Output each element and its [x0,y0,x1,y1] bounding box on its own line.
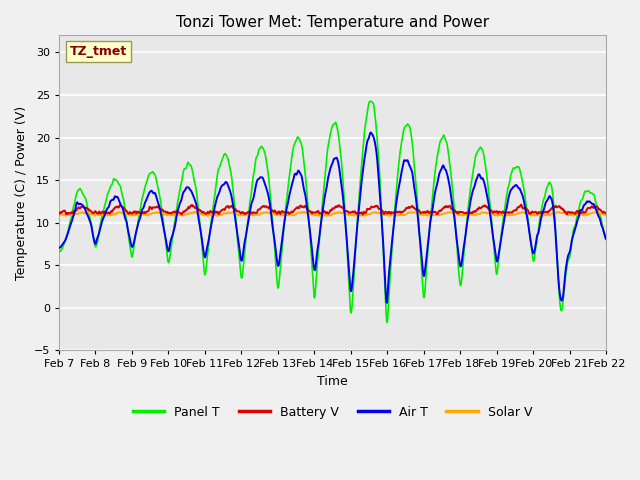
X-axis label: Time: Time [317,375,348,388]
Panel T [164,254,172,260]
Solar V [55,212,63,217]
Air T [367,130,374,135]
Line: Solar V: Solar V [59,212,606,216]
Panel T [602,234,610,240]
Panel T [177,183,184,189]
Panel T [490,243,497,249]
Solar V [490,212,497,217]
Panel T [419,276,426,282]
Air T [177,199,184,204]
Solar V [538,212,546,218]
Solar V [191,209,198,215]
Line: Panel T: Panel T [59,101,606,323]
Y-axis label: Temperature (C) / Power (V): Temperature (C) / Power (V) [15,106,28,280]
Battery V [177,211,184,216]
Air T [164,245,172,251]
Panel T [383,320,391,325]
Solar V [239,212,246,218]
Solar V [164,213,172,218]
Battery V [490,210,497,216]
Line: Battery V: Battery V [59,204,606,215]
Battery V [602,210,610,216]
Air T [419,261,426,267]
Panel T [538,204,546,209]
Solar V [602,213,610,218]
Battery V [55,211,63,216]
Air T [490,238,497,244]
Battery V [164,209,172,215]
Solar V [322,213,330,219]
Air T [602,237,610,242]
Panel T [55,249,63,255]
Title: Tonzi Tower Met: Temperature and Power: Tonzi Tower Met: Temperature and Power [176,15,489,30]
Solar V [177,212,184,218]
Panel T [367,98,374,104]
Battery V [418,210,426,216]
Solar V [419,212,426,217]
Battery V [359,212,367,217]
Air T [238,258,246,264]
Air T [55,245,63,251]
Panel T [238,275,246,280]
Air T [383,300,390,306]
Text: TZ_tmet: TZ_tmet [70,45,127,58]
Air T [538,211,546,217]
Battery V [517,202,525,207]
Legend: Panel T, Battery V, Air T, Solar V: Panel T, Battery V, Air T, Solar V [128,401,537,424]
Battery V [238,209,246,215]
Battery V [538,209,546,215]
Line: Air T: Air T [59,132,606,303]
